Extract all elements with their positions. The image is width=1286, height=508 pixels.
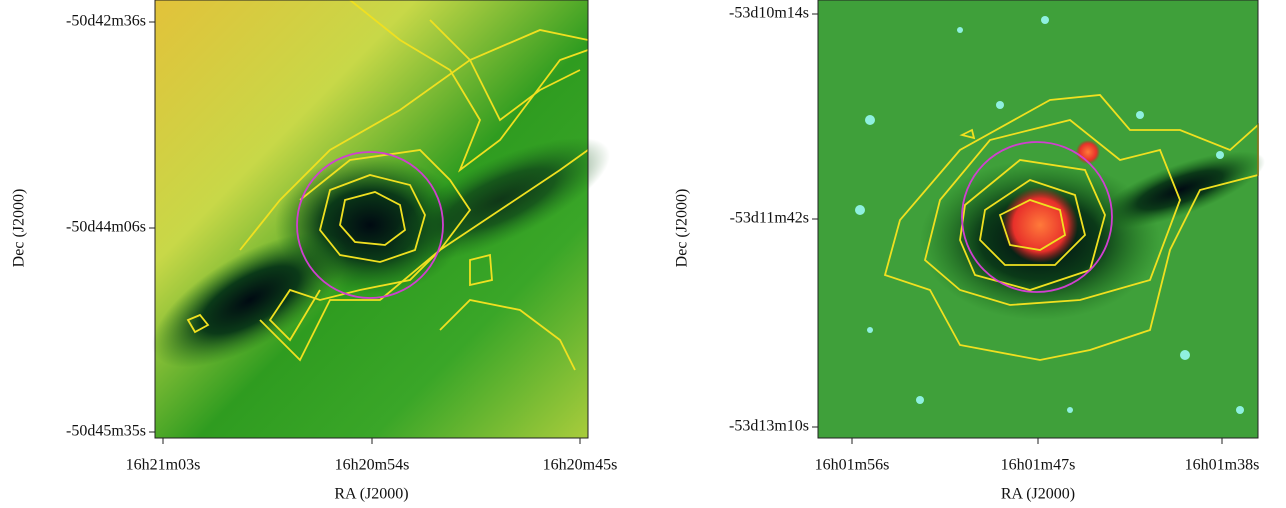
x-tick-label: 16h01m38s	[1185, 457, 1260, 474]
x-tick-label: 16h20m54s	[335, 457, 410, 474]
y-tick-label: -53d13m10s	[729, 418, 809, 435]
y-axis-label: Dec (J2000)	[11, 189, 28, 268]
y-tick-label: -53d11m42s	[730, 210, 809, 227]
y-tick-label: -50d45m35s	[66, 423, 146, 440]
x-tick-label: 16h21m03s	[126, 457, 201, 474]
x-tick-label: 16h20m45s	[543, 457, 618, 474]
figure: 16h21m03s 16h20m54s 16h20m45s -50d42m36s -50…	[0, 0, 1286, 508]
x-tick-label: 16h01m56s	[815, 457, 890, 474]
right-image	[818, 0, 1273, 438]
x-axis-label: RA (J2000)	[1001, 486, 1075, 503]
x-tick-label: 16h01m47s	[1001, 457, 1076, 474]
x-axis-label: RA (J2000)	[334, 486, 408, 503]
y-tick-label: -50d42m36s	[66, 13, 146, 30]
y-tick-label: -50d44m06s	[66, 219, 146, 236]
y-tick-label: -53d10m14s	[729, 5, 809, 22]
left-image	[132, 0, 625, 438]
y-axis-label: Dec (J2000)	[674, 189, 691, 268]
